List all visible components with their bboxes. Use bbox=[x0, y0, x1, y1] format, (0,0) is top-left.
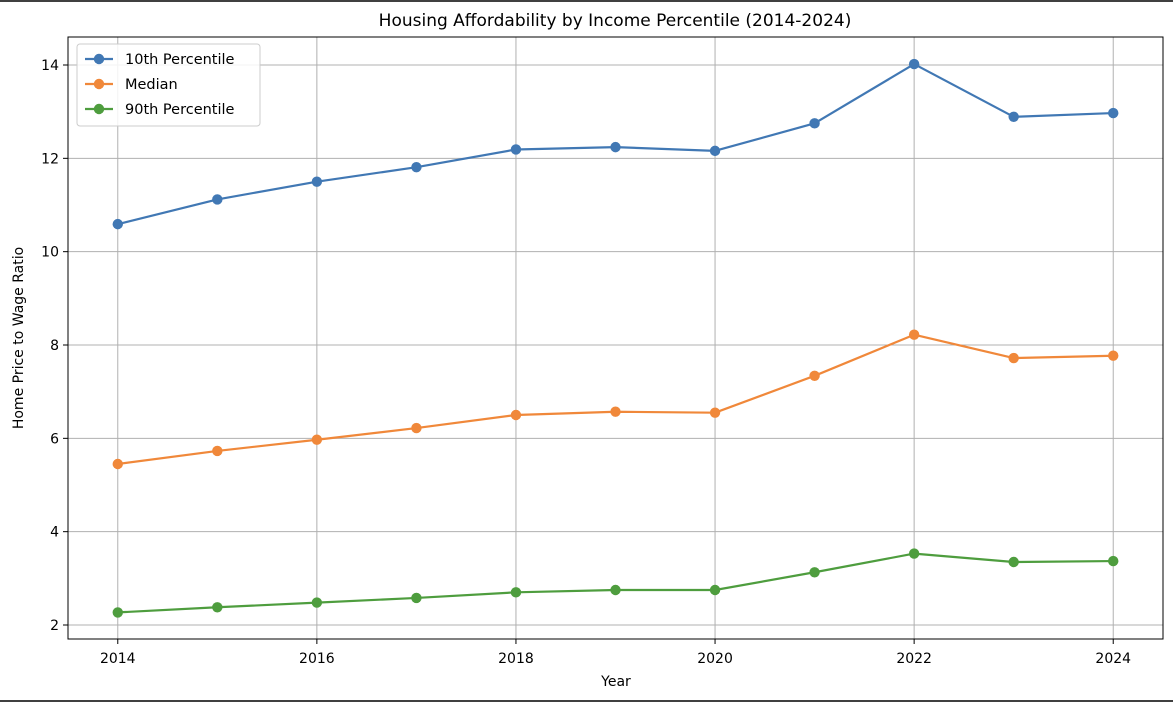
legend-item: Median bbox=[85, 77, 178, 93]
x-tick-label: 2020 bbox=[697, 651, 733, 667]
x-axis-label: Year bbox=[600, 674, 631, 690]
data-point bbox=[311, 176, 323, 187]
data-point bbox=[112, 607, 123, 618]
data-point bbox=[709, 407, 721, 418]
data-point bbox=[411, 162, 422, 173]
y-tick-label: 12 bbox=[41, 151, 59, 167]
data-point bbox=[212, 194, 223, 205]
data-point bbox=[311, 434, 323, 445]
data-point bbox=[411, 422, 422, 434]
x-tick-label: 2016 bbox=[299, 651, 335, 667]
legend-box bbox=[76, 43, 261, 127]
data-point bbox=[311, 597, 323, 608]
data-point bbox=[908, 329, 920, 340]
data-point bbox=[1008, 352, 1019, 364]
y-tick-label: 14 bbox=[41, 58, 59, 74]
data-point bbox=[212, 445, 223, 457]
legend-swatch-marker bbox=[93, 78, 105, 90]
data-point bbox=[1008, 556, 1019, 568]
data-point bbox=[1108, 555, 1119, 567]
legend-item: 10th Percentile bbox=[85, 52, 235, 68]
legend-label: 90th Percentile bbox=[125, 102, 235, 118]
grid bbox=[68, 37, 1163, 639]
legend-label: Median bbox=[125, 77, 178, 93]
legend: 10th Percentile Median 90th Percentile bbox=[76, 43, 261, 127]
y-axis-label: Home Price to Wage Ratio bbox=[11, 247, 27, 429]
y-tick-label: 2 bbox=[50, 618, 59, 634]
data-point bbox=[112, 218, 123, 230]
legend-item: 90th Percentile bbox=[85, 102, 235, 118]
chart-title: Housing Affordability by Income Percenti… bbox=[379, 11, 852, 31]
legend-label: 10th Percentile bbox=[125, 52, 235, 68]
data-point bbox=[411, 592, 422, 604]
data-point bbox=[709, 584, 721, 596]
data-point bbox=[510, 144, 522, 155]
ticks: 2014 2016 2018 2020 2022 2024 2 4 6 8 10 12 14 bbox=[41, 58, 1131, 667]
data-point bbox=[1108, 107, 1119, 119]
series-3 bbox=[112, 548, 1119, 618]
data-point bbox=[908, 58, 920, 70]
data-point bbox=[809, 370, 820, 381]
series-group bbox=[112, 58, 1119, 618]
data-point bbox=[1008, 111, 1019, 123]
data-point bbox=[610, 584, 621, 596]
data-point bbox=[510, 587, 522, 598]
plot-frame bbox=[67, 36, 1164, 640]
x-tick-label: 2024 bbox=[1095, 651, 1131, 667]
y-tick-label: 8 bbox=[50, 338, 59, 354]
legend-swatch-marker bbox=[93, 53, 105, 65]
series-1 bbox=[112, 58, 1119, 230]
data-point bbox=[610, 141, 621, 153]
legend-swatch-marker bbox=[93, 103, 105, 115]
data-point bbox=[212, 602, 223, 613]
y-tick-label: 10 bbox=[41, 245, 59, 261]
x-tick-label: 2018 bbox=[498, 651, 534, 667]
data-point bbox=[510, 409, 522, 421]
series-2 bbox=[112, 329, 1119, 470]
data-point bbox=[809, 118, 820, 129]
data-point bbox=[112, 458, 123, 470]
y-tick-label: 4 bbox=[50, 525, 59, 541]
y-tick-label: 6 bbox=[50, 431, 59, 447]
data-point bbox=[709, 145, 721, 157]
x-tick-label: 2014 bbox=[100, 651, 136, 667]
data-point bbox=[1108, 350, 1119, 361]
x-tick-label: 2022 bbox=[896, 651, 932, 667]
data-point bbox=[809, 567, 820, 578]
data-point bbox=[610, 406, 621, 417]
data-point bbox=[908, 548, 920, 559]
